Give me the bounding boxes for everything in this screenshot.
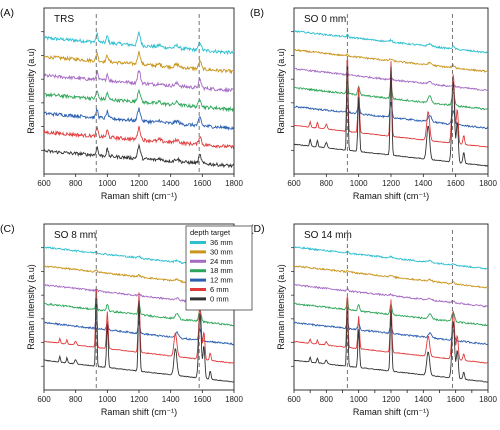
series-line-36mm	[44, 30, 234, 56]
panel-label: (C)	[0, 223, 15, 235]
series-line-30mm	[294, 48, 488, 73]
series-line-36mm	[294, 30, 488, 54]
panel-label: (B)	[250, 7, 264, 19]
series-line-12mm	[294, 317, 488, 346]
x-tick-label: 1200	[382, 179, 400, 188]
x-tick-label: 1200	[130, 179, 148, 188]
x-tick-label: 600	[37, 179, 51, 188]
x-tick-label: 1200	[130, 395, 148, 404]
x-tick-label: 1400	[162, 395, 180, 404]
series-line-30mm	[44, 50, 234, 75]
x-tick-label: 1800	[479, 395, 497, 404]
legend-entry: 18 mm	[210, 266, 233, 275]
x-tick-label: 800	[69, 395, 83, 404]
x-tick-label: 1600	[193, 179, 211, 188]
x-tick-label: 800	[320, 179, 334, 188]
x-tick-label: 1600	[193, 395, 211, 404]
panel-1: (B) SO 0 mm 600 800 1000 1200 1400 1600 1800 Rama…	[250, 7, 497, 201]
panel-label: (D)	[250, 223, 265, 235]
x-tick-label: 1200	[382, 395, 400, 404]
legend-entry: 12 mm	[210, 276, 233, 285]
series-line-6mm	[294, 59, 488, 148]
x-tick-label: 800	[69, 179, 83, 188]
panel-title: TRS	[54, 14, 74, 25]
panel-0: (A) TRS 600 800 1000 1200 1400 1600 1800 Raman sh…	[0, 7, 243, 201]
y-axis-label: Raman intensity (a.u)	[26, 264, 36, 350]
x-tick-label: 1000	[350, 179, 368, 188]
y-axis-label: Raman intensity (a.u)	[26, 48, 36, 134]
series-line-6mm	[44, 289, 234, 364]
series-line-0mm	[294, 65, 488, 167]
panel-title: SO 14 mm	[304, 230, 352, 241]
series-line-24mm	[294, 283, 488, 308]
legend-title: depth target	[190, 228, 231, 237]
legend-entry: 36 mm	[210, 238, 233, 247]
x-axis-label: Raman shift (cm⁻¹)	[353, 191, 429, 201]
series-line-12mm	[294, 97, 488, 130]
series-line-24mm	[44, 69, 234, 93]
x-tick-label: 1000	[98, 395, 116, 404]
x-tick-label: 1000	[350, 395, 368, 404]
x-axis-label: Raman shift (cm⁻¹)	[101, 407, 177, 417]
x-tick-label: 1000	[98, 179, 116, 188]
series-line-6mm	[44, 125, 234, 150]
series-line-12mm	[44, 107, 234, 131]
series-line-18mm	[44, 88, 234, 113]
x-tick-label: 1600	[447, 395, 465, 404]
series-line-30mm	[294, 265, 488, 289]
legend-entry: 0 mm	[210, 294, 229, 303]
panel-title: SO 0 mm	[304, 14, 346, 25]
y-axis-label: Raman intensity (a.u)	[276, 48, 286, 134]
series-line-0mm	[294, 307, 488, 383]
series-line-36mm	[294, 245, 488, 270]
x-tick-label: 800	[320, 395, 334, 404]
panel-label: (A)	[0, 7, 14, 19]
series-line-0mm	[44, 143, 234, 169]
series-line-6mm	[294, 297, 488, 364]
panel-3: (D) SO 14 mm 600 800 1000 1200 1400 1600 1800 Ram…	[250, 223, 497, 417]
legend-entry: 30 mm	[210, 247, 233, 256]
panel-title: SO 8 mm	[54, 230, 96, 241]
x-tick-label: 1800	[225, 395, 243, 404]
legend-entry: 24 mm	[210, 257, 233, 266]
y-axis-label: Raman intensity (a.u)	[276, 264, 286, 350]
x-tick-label: 1800	[225, 179, 243, 188]
legend-entry: 6 mm	[210, 285, 229, 294]
x-tick-label: 1400	[414, 395, 432, 404]
x-tick-label: 1600	[447, 179, 465, 188]
x-tick-label: 600	[287, 179, 301, 188]
legend-box	[185, 225, 253, 311]
x-tick-label: 1400	[162, 179, 180, 188]
series-line-0mm	[44, 298, 234, 383]
series-line-12mm	[44, 315, 234, 346]
x-tick-label: 600	[287, 395, 301, 404]
x-tick-label: 600	[37, 395, 51, 404]
x-tick-label: 1800	[479, 179, 497, 188]
x-axis-label: Raman shift (cm⁻¹)	[101, 191, 177, 201]
x-tick-label: 1400	[414, 179, 432, 188]
x-axis-label: Raman shift (cm⁻¹)	[353, 407, 429, 417]
